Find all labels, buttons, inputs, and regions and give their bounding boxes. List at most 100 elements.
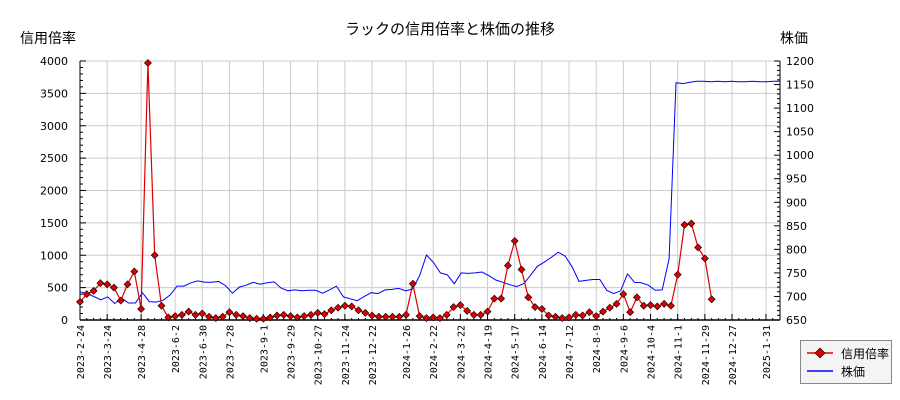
data-point-marker <box>340 301 349 310</box>
left-axis-tick-label: 500 <box>47 282 68 295</box>
x-axis-tick-label: 2023-7-28 <box>225 325 236 379</box>
data-point-marker <box>205 312 213 321</box>
legend: 信用倍率 株価 <box>800 340 892 384</box>
data-point-marker <box>245 314 254 322</box>
data-point-marker <box>449 303 458 311</box>
data-point-marker <box>687 219 696 228</box>
data-point-marker <box>442 310 451 319</box>
x-axis-tick-label: 2024-4-19 <box>484 325 495 379</box>
data-point-marker <box>551 312 560 321</box>
data-point-marker <box>476 310 485 319</box>
x-axis-tick-label: 2024-2-22 <box>429 325 440 379</box>
data-point-marker <box>273 311 281 320</box>
data-point-marker <box>524 293 533 302</box>
margin-ratio-series-line <box>76 59 716 323</box>
data-point-marker <box>660 299 669 308</box>
x-axis-tick-label: 2023-4-28 <box>137 325 148 379</box>
x-axis-tick-label: 2023-10-27 <box>314 325 325 385</box>
data-point-marker <box>191 310 200 319</box>
data-point-marker <box>184 307 193 316</box>
data-point-marker <box>565 313 573 322</box>
red-diamond-line-icon <box>807 347 833 359</box>
data-point-marker <box>646 301 655 310</box>
data-point-marker <box>171 312 180 321</box>
right-axis-tick-label: 1100 <box>786 102 814 115</box>
data-point-marker <box>143 59 152 67</box>
data-point-marker <box>361 308 370 317</box>
right-axis-tick-label: 700 <box>786 290 807 303</box>
data-point-marker <box>429 313 438 322</box>
data-point-marker <box>239 312 247 321</box>
data-point-marker <box>463 307 472 315</box>
data-point-marker <box>130 267 139 276</box>
data-point-marker <box>374 312 383 321</box>
data-point-marker <box>103 280 112 289</box>
x-axis-tick-label: 2023-3-24 <box>103 325 114 379</box>
data-point-marker <box>150 251 159 260</box>
right-axis-tick-label: 1150 <box>786 79 814 92</box>
chart-title: ラックの信用倍率と株価の推移 <box>344 20 555 38</box>
data-point-marker <box>123 280 132 289</box>
data-point-marker <box>157 301 166 310</box>
left-axis-tick-label: 3000 <box>40 120 68 133</box>
data-point-marker <box>517 265 526 274</box>
data-point-marker <box>544 311 553 320</box>
right-axis-label: 株価 <box>780 31 808 47</box>
data-point-marker <box>402 310 410 319</box>
x-axis-tick-label: 2024-10-4 <box>647 325 658 379</box>
data-point-marker <box>259 314 268 323</box>
left-axis-tick-label: 1500 <box>40 217 68 230</box>
axes: 0 500 1000 1500 2000 2500 3000 3500 4000 650 700 75… <box>40 55 814 385</box>
x-axis-tick-label: 2024-9-6 <box>619 325 630 373</box>
left-axis-tick-label: 2000 <box>40 185 68 198</box>
data-point-marker <box>483 307 492 316</box>
x-axis-tick-label: 2024-12-27 <box>728 325 739 385</box>
data-point-marker <box>558 314 567 322</box>
data-point-marker <box>605 303 614 312</box>
x-axis-tick-label: 2023-6-2 <box>171 325 182 373</box>
data-point-marker <box>96 279 105 288</box>
data-point-marker <box>307 310 315 319</box>
data-point-marker <box>571 310 580 319</box>
x-axis-tick-label: 2024-6-14 <box>538 325 549 379</box>
data-point-marker <box>76 297 84 306</box>
left-axis-tick-label: 0 <box>61 314 68 327</box>
data-point-marker <box>408 279 417 288</box>
data-point-marker <box>279 310 288 319</box>
data-point-marker <box>626 308 635 317</box>
data-point-marker <box>395 312 404 321</box>
legend-item-stock-price: 株価 <box>807 362 865 380</box>
data-point-marker <box>633 293 641 302</box>
data-point-marker <box>585 308 594 317</box>
x-axis-tick-label: 2024-5-17 <box>511 325 522 379</box>
data-point-marker <box>137 305 146 313</box>
right-axis-tick-label: 1050 <box>786 126 814 139</box>
data-point-marker <box>578 311 587 320</box>
data-point-marker <box>368 311 376 320</box>
data-point-marker <box>110 283 118 292</box>
data-point-marker <box>592 312 601 321</box>
data-point-marker <box>334 303 343 312</box>
data-point-marker <box>266 313 275 322</box>
x-axis-tick-label: 2024-8-9 <box>592 325 603 373</box>
data-point-marker <box>252 314 261 323</box>
data-point-marker <box>680 220 689 229</box>
x-axis-tick-label: 2023-12-22 <box>368 325 379 385</box>
data-point-marker <box>612 299 621 308</box>
data-point-marker <box>218 312 227 321</box>
data-point-marker <box>225 308 234 317</box>
data-point-marker <box>300 312 309 321</box>
right-axis-tick-label: 1000 <box>786 149 814 162</box>
blue-line-icon <box>807 370 833 372</box>
right-axis-tick-label: 950 <box>786 173 807 186</box>
right-axis-tick-label: 900 <box>786 196 807 209</box>
x-axis-tick-label: 2023-6-30 <box>198 325 209 379</box>
right-axis-tick-label: 1200 <box>786 55 814 68</box>
data-point-marker <box>456 301 465 310</box>
x-axis-tick-label: 2024-3-22 <box>456 325 467 379</box>
data-point-marker <box>700 254 709 263</box>
data-point-marker <box>177 310 186 319</box>
data-point-marker <box>198 309 207 318</box>
x-axis-tick-label: 2023-2-24 <box>76 325 87 379</box>
